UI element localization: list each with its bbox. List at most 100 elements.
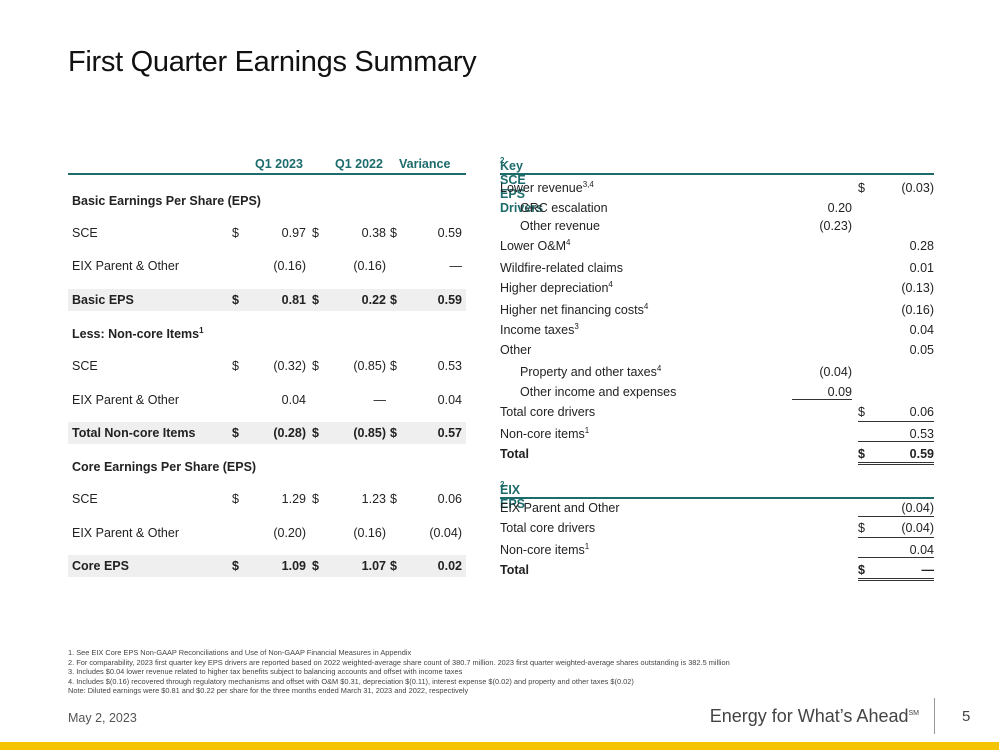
row-label: Core EPS [72,559,129,573]
driver-value: (0.03) [901,181,934,195]
driver-row: Property and other taxes4 (0.04) [500,363,934,381]
underline-rule [858,537,934,538]
driver-row: Other 0.05 [500,341,934,359]
sce-eps-drivers-table: Key SCE EPS Drivers 2 Lower revenue3,4 $ (0… [500,155,934,465]
driver-row: GRC escalation 0.20 [500,199,934,217]
footnotes: 1. See EIX Core EPS Non-GAAP Reconciliat… [68,648,730,696]
q1-2022-value: 1.07 [361,559,386,573]
driver-label: GRC escalation [520,201,608,215]
driver-row: Total $0.59 [500,445,934,463]
driver-label: Other [500,343,532,357]
row-label: SCE [72,359,98,373]
driver-row: Other revenue (0.23) [500,217,934,235]
dollar-sign: $ [858,181,865,195]
driver-value: (0.13) [901,281,934,295]
eps-table-header: Q1 2023 Q1 2022 Variance [68,155,466,175]
dollar-sign: $ [312,559,319,573]
table-row: Total Non-core Items $ (0.28) $ (0.85) $0.57 [68,422,466,444]
variance-value: 0.53 [437,359,462,373]
table-row: Core EPS $1.09 $1.07 $0.02 [68,555,466,577]
variance-value: 0.59 [437,293,462,307]
row-label: SCE [72,492,98,506]
variance-value: 0.04 [437,393,462,407]
driver-value: 0.59 [909,447,934,461]
dollar-sign: $ [232,426,239,440]
col-q1-2022: Q1 2022 [335,157,383,171]
variance-value: 0.02 [437,559,462,573]
driver-value: 0.06 [909,405,934,419]
variance-value: 0.59 [437,226,462,240]
variance-value: — [449,259,463,273]
driver-row: Higher depreciation4 (0.13) [500,279,934,297]
dollar-sign: $ [232,492,239,506]
driver-row: Wildfire-related claims 0.01 [500,259,934,277]
eix-row: Non-core items1 0.04 [500,541,934,559]
q1-2022-value: (0.16) [353,526,386,540]
table-row: EIX Parent & Other (0.16) (0.16) — [68,255,466,277]
driver-label: Lower revenue3,4 [500,179,594,195]
driver-label: Other revenue [520,219,600,233]
col-variance: Variance [399,157,451,171]
dollar-sign: $ [858,405,865,419]
eps-summary-table: Q1 2023 Q1 2022 Variance Basic Earnings … [68,155,466,577]
page-title: First Quarter Earnings Summary [68,46,477,78]
dollar-sign: $ [232,293,239,307]
basic-eps-section-title: Basic Earnings Per Share (EPS) [72,194,261,208]
row-label: EIX Parent & Other [72,259,179,273]
footer-date: May 2, 2023 [68,711,137,725]
driver-subvalue: (0.04) [819,365,852,379]
q1-2022-value: — [373,393,387,407]
q1-2023-value: 0.81 [281,293,306,307]
driver-row: Income taxes3 0.04 [500,321,934,339]
table-row: SCE $0.97 $0.38 $0.59 [68,222,466,244]
driver-subvalue: (0.23) [819,219,852,233]
eix-label: EIX Parent and Other [500,501,620,515]
driver-row: Other income and expenses 0.09 [500,383,934,401]
underline-rule [858,578,934,579]
driver-label: Income taxes3 [500,321,579,337]
row-label: EIX Parent & Other [72,526,179,540]
underline-rule [858,580,934,581]
footnote: 4. Includes $(0.16) recovered through re… [68,676,634,686]
driver-row: Lower revenue3,4 $ (0.03) [500,179,934,197]
dollar-sign: $ [312,359,319,373]
dollar-sign: $ [312,293,319,307]
dollar-sign: $ [232,226,239,240]
driver-value: 0.53 [909,427,934,441]
footnote: 3. Includes $0.04 lower revenue related … [68,667,463,677]
table-row: SCE $1.29 $1.23 $0.06 [68,488,466,510]
driver-label: Total core drivers [500,405,596,419]
dollar-sign: $ [390,559,397,573]
driver-label: Property and other taxes4 [520,363,662,379]
page-number: 5 [962,708,971,725]
col-q1-2023: Q1 2023 [255,157,303,171]
variance-value: 0.57 [437,426,462,440]
row-label: EIX Parent & Other [72,393,179,407]
variance-value: 0.06 [437,492,462,506]
table-row: EIX Parent & Other 0.04 — 0.04 [68,389,466,411]
driver-label: Non-core items1 [500,425,590,441]
footer-divider [934,698,935,734]
q1-2022-value: 1.23 [361,492,386,506]
eix-row: EIX Parent and Other (0.04) [500,499,934,517]
eix-header: EIX EPS 2 [500,479,934,511]
noncore-section-title: Less: Non-core Items1 [72,325,204,341]
q1-2022-value: (0.85) [353,426,386,440]
driver-label: Other income and expenses [520,385,677,399]
table-row: EIX Parent & Other (0.20) (0.16) (0.04) [68,522,466,544]
variance-value: (0.04) [429,526,462,540]
driver-label: Wildfire-related claims [500,261,623,275]
eix-value: — [921,563,935,577]
eix-row: Total $ — [500,561,934,579]
q1-2023-value: (0.28) [273,426,306,440]
q1-2023-value: 0.97 [281,226,306,240]
driver-label: Higher net financing costs4 [500,301,649,317]
dollar-sign: $ [232,559,239,573]
dollar-sign: $ [390,492,397,506]
dollar-sign: $ [312,492,319,506]
driver-label: Lower O&M4 [500,237,571,253]
drivers-header: Key SCE EPS Drivers 2 [500,155,934,215]
driver-subvalue: 0.20 [827,201,852,215]
bottom-accent-bar [0,742,999,750]
dollar-sign: $ [390,293,397,307]
